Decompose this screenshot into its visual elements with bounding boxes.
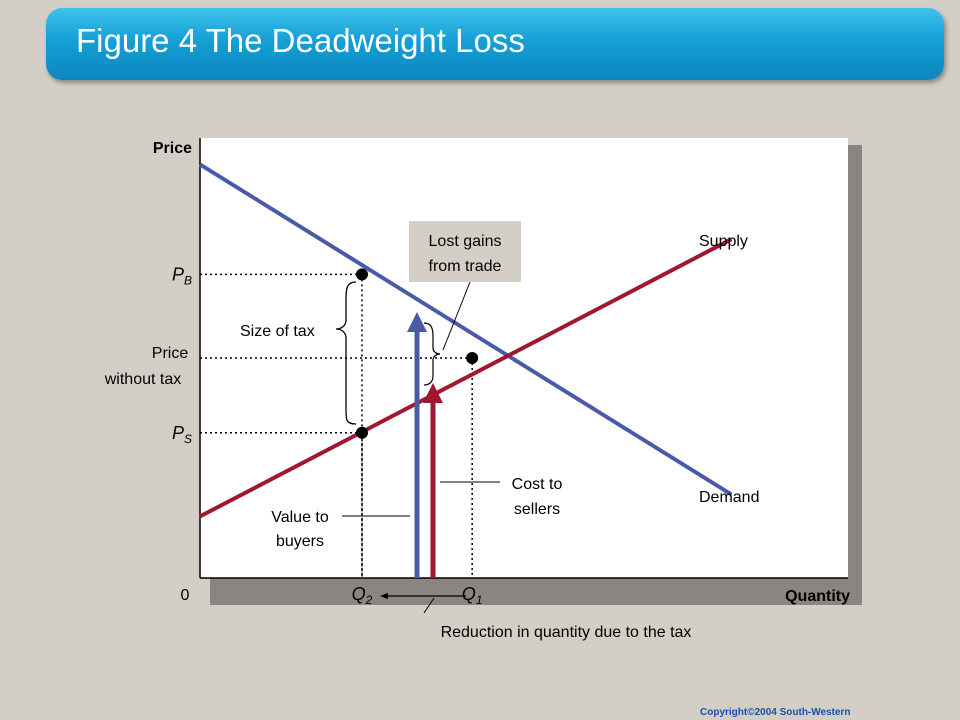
lost-gains-brace — [423, 322, 441, 386]
demand-label: Demand — [699, 489, 759, 506]
plot-area — [200, 138, 848, 578]
point-E — [466, 352, 479, 364]
supply-label: Supply — [699, 233, 748, 250]
y-tick-label-2: PS — [172, 423, 192, 446]
y-tick-labels: PB Price without tax PS — [104, 264, 192, 445]
points-layer — [356, 268, 479, 439]
y-tick-label-1-line1: Price — [152, 345, 189, 362]
x-axis-title: Quantity — [785, 588, 850, 605]
origin-label: 0 — [181, 587, 190, 604]
series-layer — [198, 162, 733, 519]
reduction-pointer — [423, 597, 435, 614]
title-bar — [46, 8, 944, 80]
reduction-box — [402, 614, 730, 646]
lost-gains-label-line1: Lost gains — [429, 233, 502, 250]
reduction-label: Reduction in quantity due to the tax — [441, 624, 692, 641]
copyright: Copyright©2004 South-Western — [700, 707, 851, 718]
lost-gains-pointer — [442, 281, 471, 351]
size-of-tax-label: Size of tax — [240, 323, 315, 340]
point-S — [356, 426, 368, 439]
value-to-buyers-line2: buyers — [276, 533, 324, 550]
guide-lines — [200, 273, 473, 578]
series-line-supply — [199, 237, 733, 519]
x-tick-labels: Q2 Q1 — [352, 584, 483, 607]
x-tick-label-0: Q2 — [352, 584, 373, 607]
x-tick-label-1: Q1 — [462, 584, 483, 607]
point-B — [356, 268, 368, 281]
y-tick-label-1-line2: without tax — [104, 371, 181, 388]
cost-to-sellers-line2: sellers — [514, 501, 560, 518]
slide-title: Figure 4 The Deadweight Loss — [76, 22, 525, 59]
size-of-tax-brace — [335, 281, 357, 425]
y-tick-label-0: PB — [172, 264, 192, 287]
value-to-buyers-line1: Value to — [271, 509, 329, 526]
series-line-demand — [198, 162, 733, 497]
lost-gains-label-line2: from trade — [429, 258, 502, 275]
cost-to-sellers-line1: Cost to — [512, 476, 563, 493]
y-axis-title: Price — [153, 140, 192, 157]
lost-gains-box — [409, 221, 521, 282]
